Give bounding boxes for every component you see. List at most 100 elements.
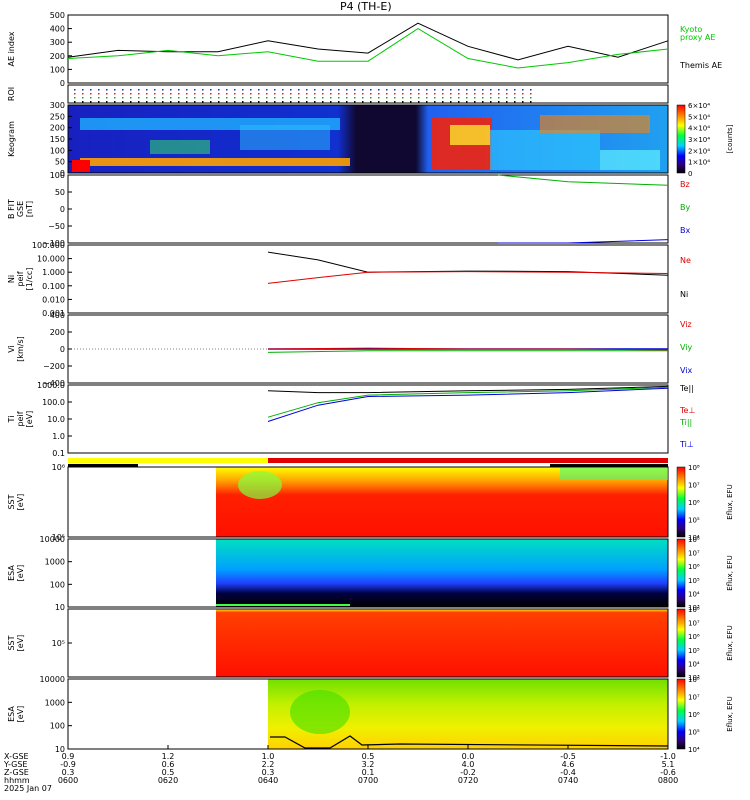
roi-dot [346, 93, 348, 95]
roi-dot [90, 97, 92, 99]
roi-dot [370, 97, 372, 99]
sst-electron-panel-colorbar-label: 10⁴ [688, 660, 700, 668]
legend-te-par: Te|| [679, 384, 694, 393]
esa-ion-panel-frame [67, 538, 669, 608]
roi-dot [338, 101, 340, 103]
roi-dot [450, 97, 452, 99]
roi-dot [402, 101, 404, 103]
roi-dot [298, 101, 300, 103]
bfield-ylabel: B FIT [7, 199, 16, 219]
roi-dot [522, 89, 524, 91]
keogram-aurora [540, 115, 650, 133]
legend-te-perp: Te⊥ [679, 406, 695, 415]
footer-y-gse: 4.0 [462, 760, 475, 769]
roi-dot [242, 97, 244, 99]
esa-ion-panel-colorbar-label: 10⁸ [688, 536, 700, 544]
footer-x-gse: -0.5 [560, 752, 576, 761]
density-tick-label: 0.100 [42, 282, 65, 291]
roi-dot [442, 89, 444, 91]
roi-dot [346, 89, 348, 91]
legend-kyoto-proxy: proxy AE [680, 33, 715, 42]
roi-dot [394, 93, 396, 95]
roi-dot [314, 93, 316, 95]
footer-z-gse: -0.6 [660, 768, 676, 777]
esa-ion-panel-ylabel: [eV] [16, 565, 25, 582]
keogram-colorbar-label: 4×10⁴ [688, 125, 710, 133]
legend-viz: Viz [680, 320, 692, 329]
roi-dot [106, 101, 108, 103]
roi-panel-frame [67, 84, 669, 104]
roi-dot [330, 101, 332, 103]
roi-dot [202, 89, 204, 91]
roi-dot [146, 101, 148, 103]
sst-ion-panel-ylabel: [eV] [16, 494, 25, 511]
esa-electron-panel-colorbar-label: 10⁶ [688, 711, 700, 719]
bfield-tick-label: 0 [60, 205, 65, 214]
roi-dot [338, 97, 340, 99]
roi-dot [186, 89, 188, 91]
roi-dot [226, 101, 228, 103]
footer-z-gse: -0.4 [560, 768, 576, 777]
ae-tick-label: 200 [50, 52, 65, 61]
footer-x-gse: 0.9 [62, 752, 75, 761]
footer-x-gse: 1.2 [162, 752, 175, 761]
roi-dot [82, 97, 84, 99]
roi-dot [394, 101, 396, 103]
esa-electron-panel-colorbar-label: 10⁵ [688, 729, 700, 737]
footer-y-gse: 2.2 [262, 760, 275, 769]
sst-electron-panel-colorbar [676, 608, 686, 678]
footer-row-label: hhmm [4, 776, 30, 785]
sst-ion-feature [560, 468, 668, 480]
roi-dot [498, 89, 500, 91]
roi-dot [234, 89, 236, 91]
roi-dot [226, 97, 228, 99]
roi-dot [242, 101, 244, 103]
temp-tick-label: 1000.0 [37, 381, 65, 390]
footer-z-gse: 0.5 [162, 768, 175, 777]
roi-dot [162, 93, 164, 95]
roi-dot [218, 97, 220, 99]
roi-dot [322, 93, 324, 95]
roi-dot [506, 101, 508, 103]
roi-dot [530, 101, 532, 103]
roi-dot [434, 93, 436, 95]
keogram-tick-label: 150 [50, 135, 65, 144]
roi-dot [394, 89, 396, 91]
roi-dot [514, 93, 516, 95]
keogram-colorbar-label: 1×10⁴ [688, 159, 710, 167]
roi-dot [138, 97, 140, 99]
temp-ylabel: peif [16, 411, 25, 426]
roi-dot [402, 89, 404, 91]
esa-ion-panel-colorbar-label: 10⁶ [688, 563, 700, 571]
sst-ion-panel-colorbar-label: 10⁸ [688, 464, 700, 472]
keogram-band [150, 140, 210, 154]
roi-dot [114, 89, 116, 91]
roi-dot [194, 89, 196, 91]
roi-dot [258, 101, 260, 103]
roi-dot [498, 101, 500, 103]
sst-electron-panel-colorbar-label: 10³ [688, 674, 700, 682]
legend-ti-par: Ti|| [679, 418, 692, 427]
roi-dot [250, 97, 252, 99]
sst-ion-panel-colorbar-label: 10⁴ [688, 534, 700, 542]
plot-title: P4 (TH-E) [340, 0, 392, 13]
mode-bar-yellow [68, 458, 268, 463]
esa-ion-panel-tick-label: 1000 [45, 558, 65, 567]
roi-dot [338, 93, 340, 95]
roi-dot [314, 97, 316, 99]
roi-dot [362, 89, 364, 91]
roi-dot [442, 97, 444, 99]
sst-electron-panel-tick-label: 10⁵ [52, 639, 65, 648]
velocity-tick-label: 200 [50, 328, 65, 337]
roi-dot [242, 89, 244, 91]
roi-dot [114, 101, 116, 103]
roi-dot [250, 93, 252, 95]
roi-dot [378, 89, 380, 91]
sst-ion-panel-tick-label: 10⁶ [52, 463, 65, 472]
keogram-band [240, 125, 330, 150]
density-ylabel: Ni [7, 275, 16, 283]
roi-dot [90, 101, 92, 103]
roi-dot [354, 101, 356, 103]
roi-dot [130, 93, 132, 95]
roi-dot [202, 97, 204, 99]
